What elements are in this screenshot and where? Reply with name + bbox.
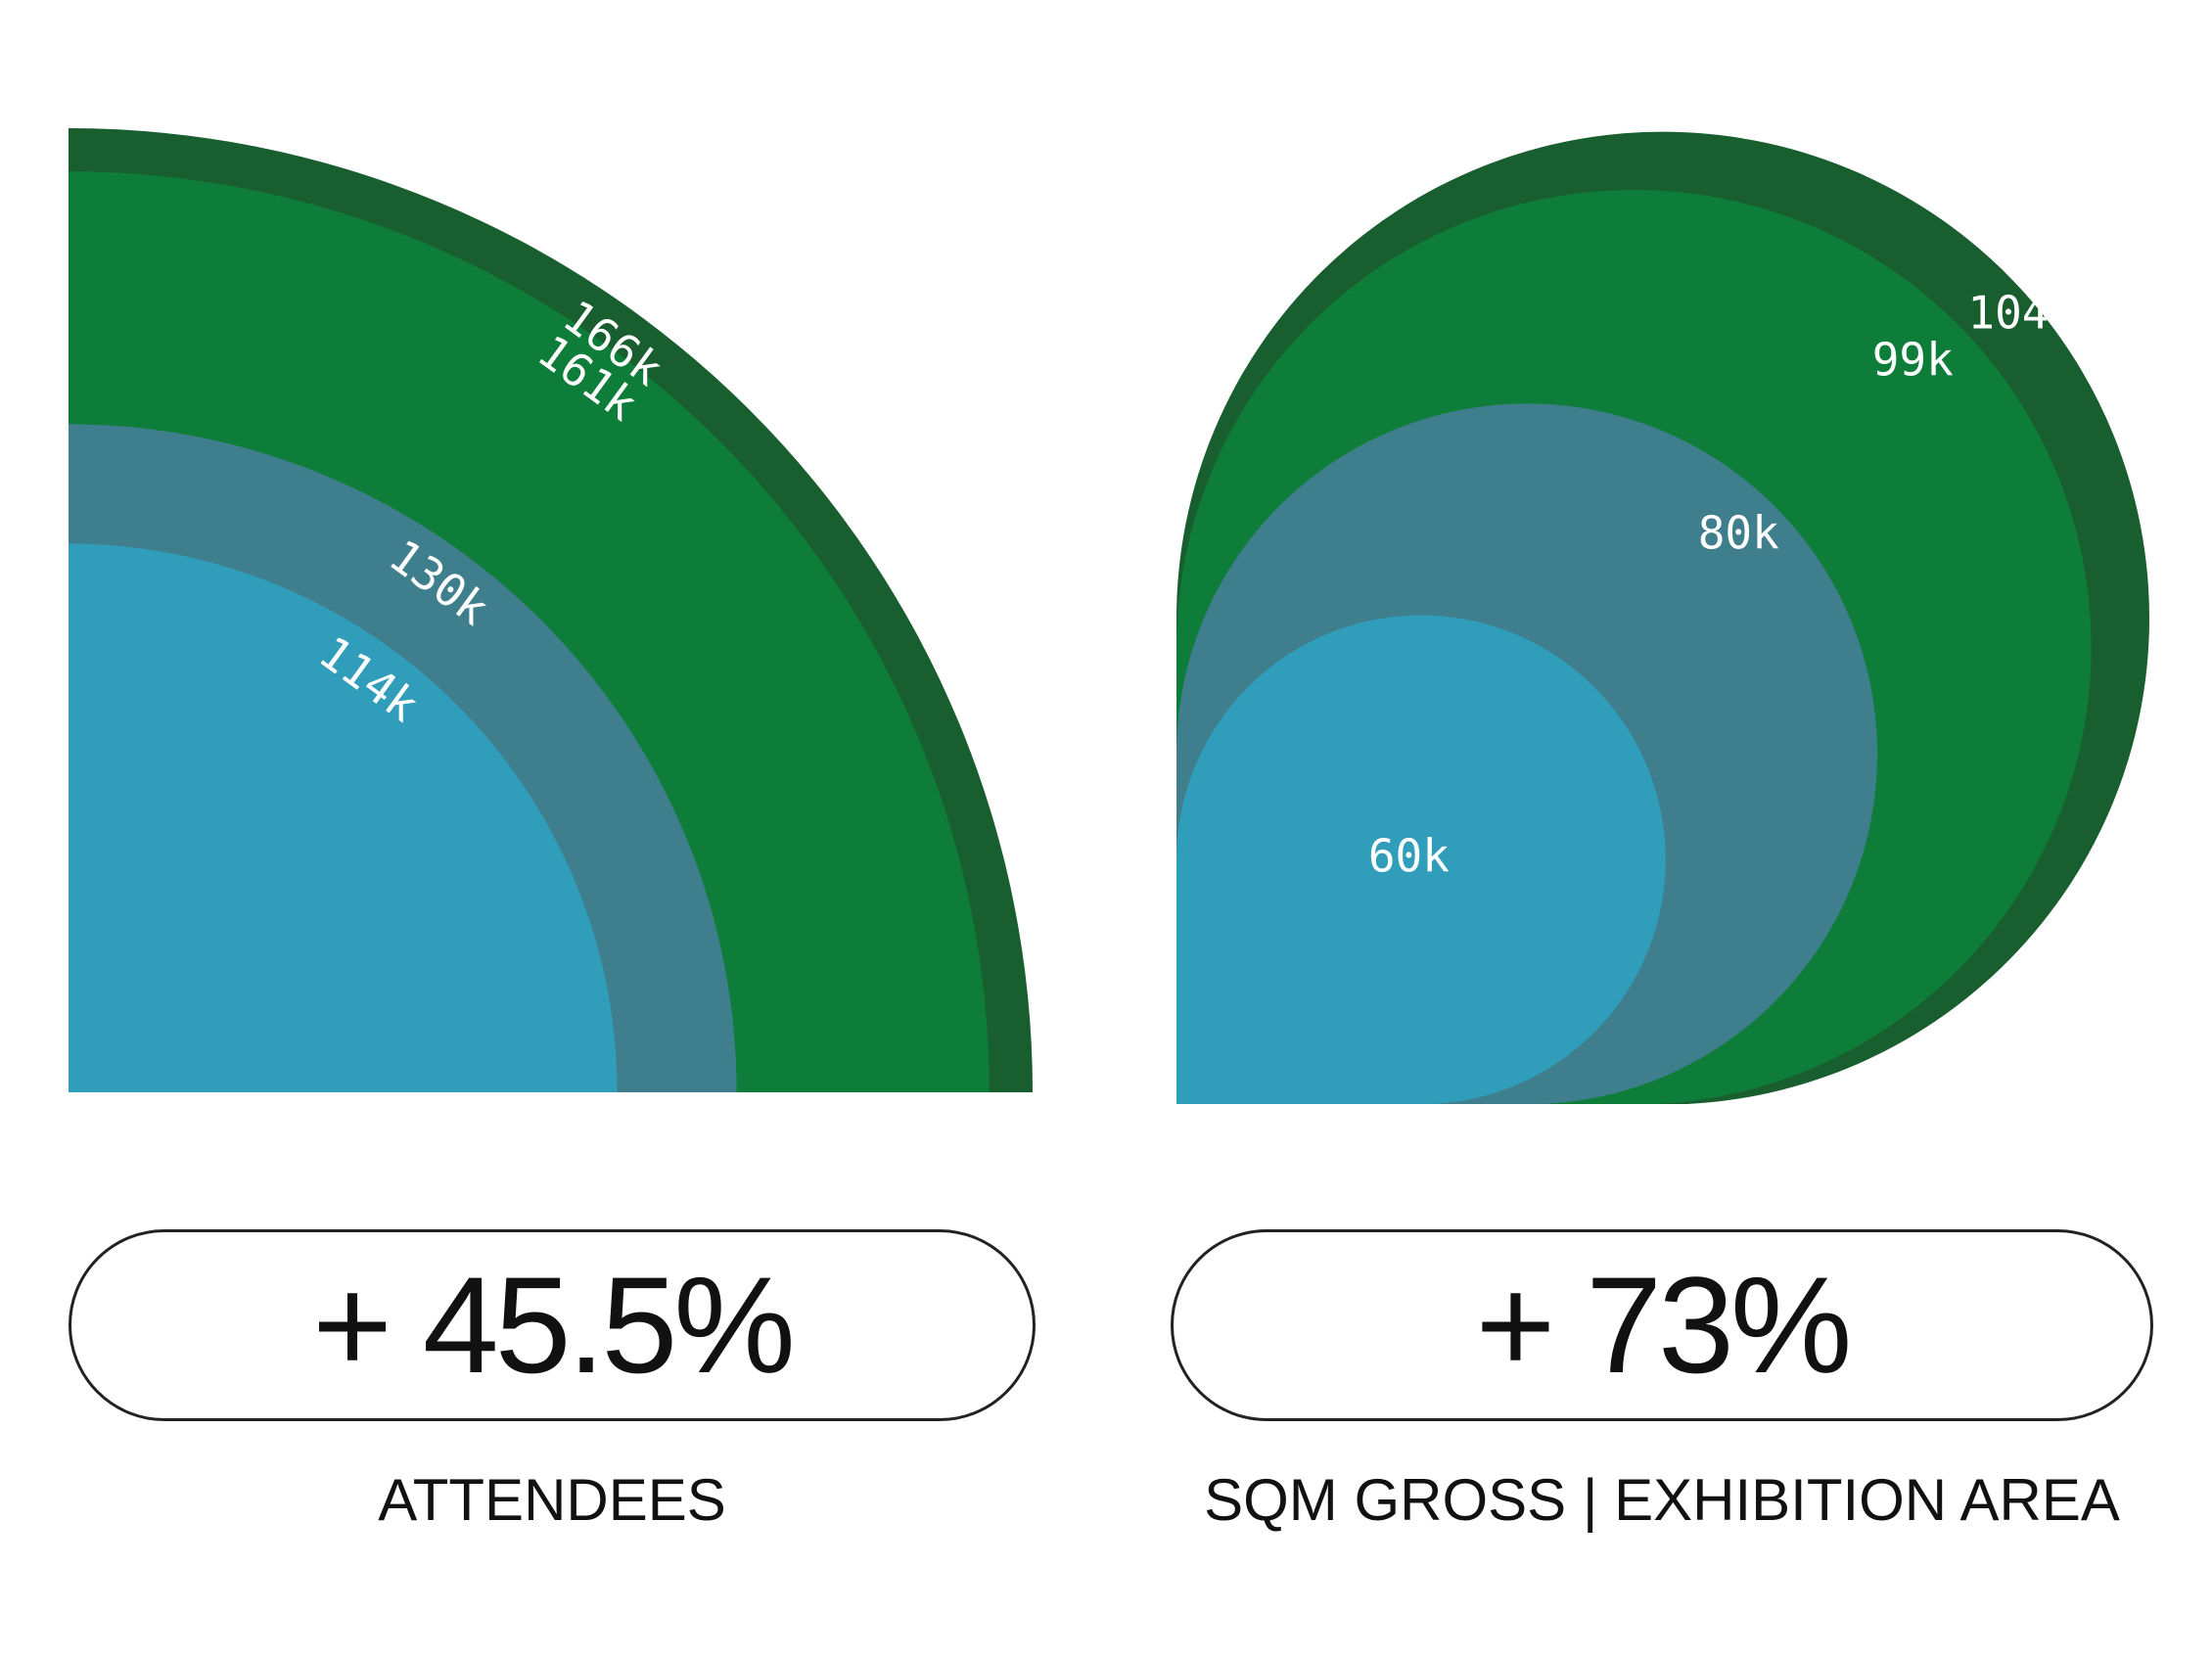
- exhibition-area-label-1: 99k: [1872, 333, 1954, 386]
- attendees-ring-3: [69, 543, 618, 1092]
- attendees-change-pill: + 45.5%: [69, 1229, 1036, 1421]
- attendees-change-value: + 45.5%: [312, 1248, 796, 1402]
- exhibition-area-label-0: 104k: [1967, 286, 2076, 339]
- attendees-caption: ATTENDEES: [378, 1467, 726, 1533]
- exhibition-area-label-2: 80k: [1698, 506, 1779, 559]
- exhibition-area-change-value: + 73%: [1475, 1248, 1853, 1402]
- exhibition-area-change-pill: + 73%: [1171, 1229, 2153, 1421]
- exhibition-area-label-3: 60k: [1368, 830, 1450, 883]
- exhibition-area-bubble-3: [1176, 615, 1666, 1104]
- exhibition-area-caption: SQM GROSS | EXHIBITION AREA: [1204, 1467, 2120, 1533]
